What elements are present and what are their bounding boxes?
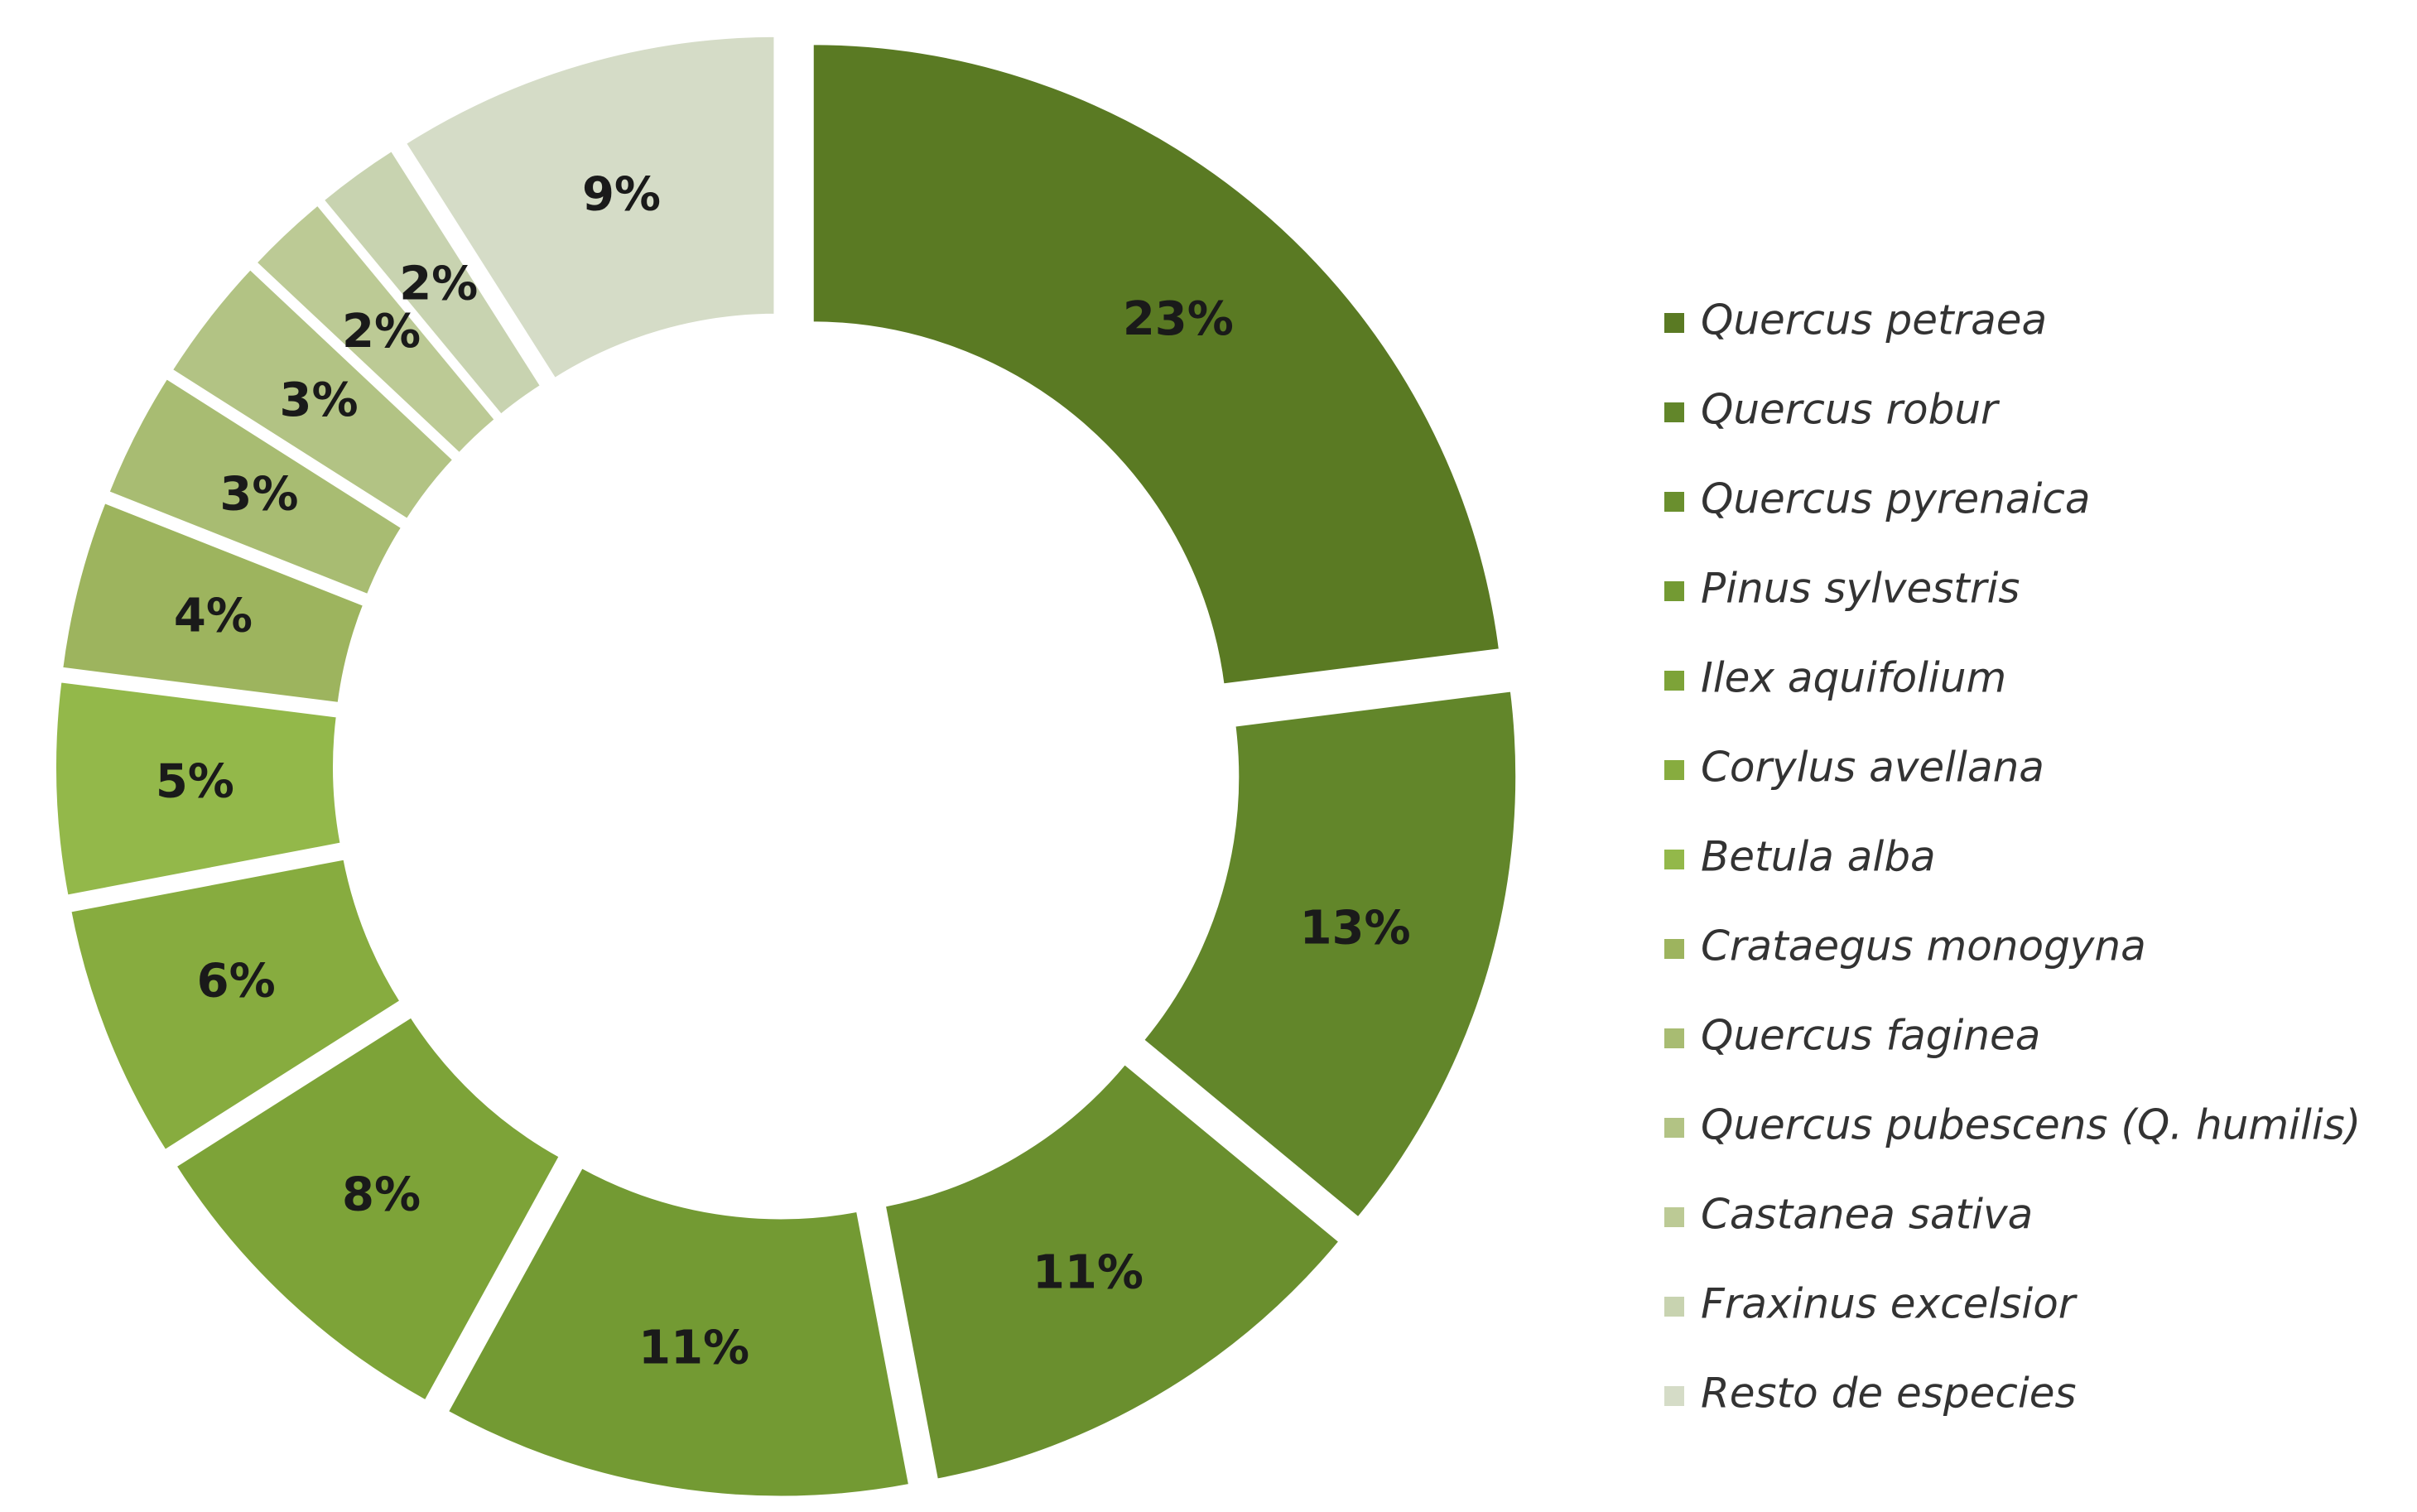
slice (103, 373, 407, 600)
legend-label: Betula alba (1701, 833, 1936, 881)
legend-swatch (1664, 1118, 1684, 1138)
legend-swatch (1664, 402, 1684, 422)
slice (808, 40, 1505, 689)
slice (1138, 686, 1521, 1224)
slice (250, 199, 501, 460)
legend-label: Quercus pyrenaica (1701, 475, 2090, 523)
slice (442, 1162, 914, 1501)
value-label: 11% (638, 1321, 749, 1375)
legend-swatch (1664, 581, 1684, 601)
slice (166, 263, 460, 525)
slice (51, 677, 346, 901)
legend-label: Crataegus monogyna (1701, 922, 2146, 970)
slice (57, 497, 369, 708)
legend-swatch (1664, 1207, 1684, 1227)
legend-swatch (1664, 313, 1684, 333)
value-label: 6% (197, 954, 276, 1008)
legend-label: Pinus sylvestris (1701, 565, 2020, 613)
value-label: 3% (280, 373, 359, 427)
value-label: 5% (156, 755, 234, 809)
legend-label: Fraxinus excelsior (1701, 1280, 2078, 1328)
legend-swatch (1664, 1297, 1684, 1317)
legend-label: Castanea sativa (1701, 1191, 2033, 1239)
legend-label: Resto de especies (1701, 1370, 2077, 1418)
legend-label: Quercus pubescens (Q. humilis) (1701, 1101, 2361, 1149)
legend-swatch (1664, 671, 1684, 691)
legend-label: Quercus petraea (1701, 296, 2047, 344)
slice (65, 854, 407, 1156)
value-label: 2% (342, 305, 421, 359)
slice (880, 1058, 1346, 1485)
value-label: 2% (399, 258, 478, 311)
slice (400, 31, 779, 384)
value-label: 3% (219, 468, 298, 522)
legend-swatch (1664, 1386, 1684, 1406)
value-label: 8% (342, 1168, 421, 1221)
legend-swatch (1664, 850, 1684, 869)
legend-label: Quercus faginea (1701, 1012, 2040, 1060)
legend-swatch (1664, 939, 1684, 959)
legend-label: Quercus robur (1701, 386, 2001, 434)
value-label: 9% (582, 168, 661, 222)
legend-swatch (1664, 1028, 1684, 1048)
slice (170, 1011, 566, 1406)
legend-swatch (1664, 760, 1684, 780)
legend-swatch (1664, 492, 1684, 512)
value-label: 11% (1033, 1246, 1144, 1300)
value-label: 4% (174, 589, 253, 643)
value-label: 23% (1123, 292, 1234, 346)
value-label: 13% (1300, 902, 1411, 956)
slice (317, 145, 546, 421)
legend-label: Corylus avellana (1701, 744, 2044, 792)
legend-label: Ilex aquifolium (1701, 654, 2006, 702)
